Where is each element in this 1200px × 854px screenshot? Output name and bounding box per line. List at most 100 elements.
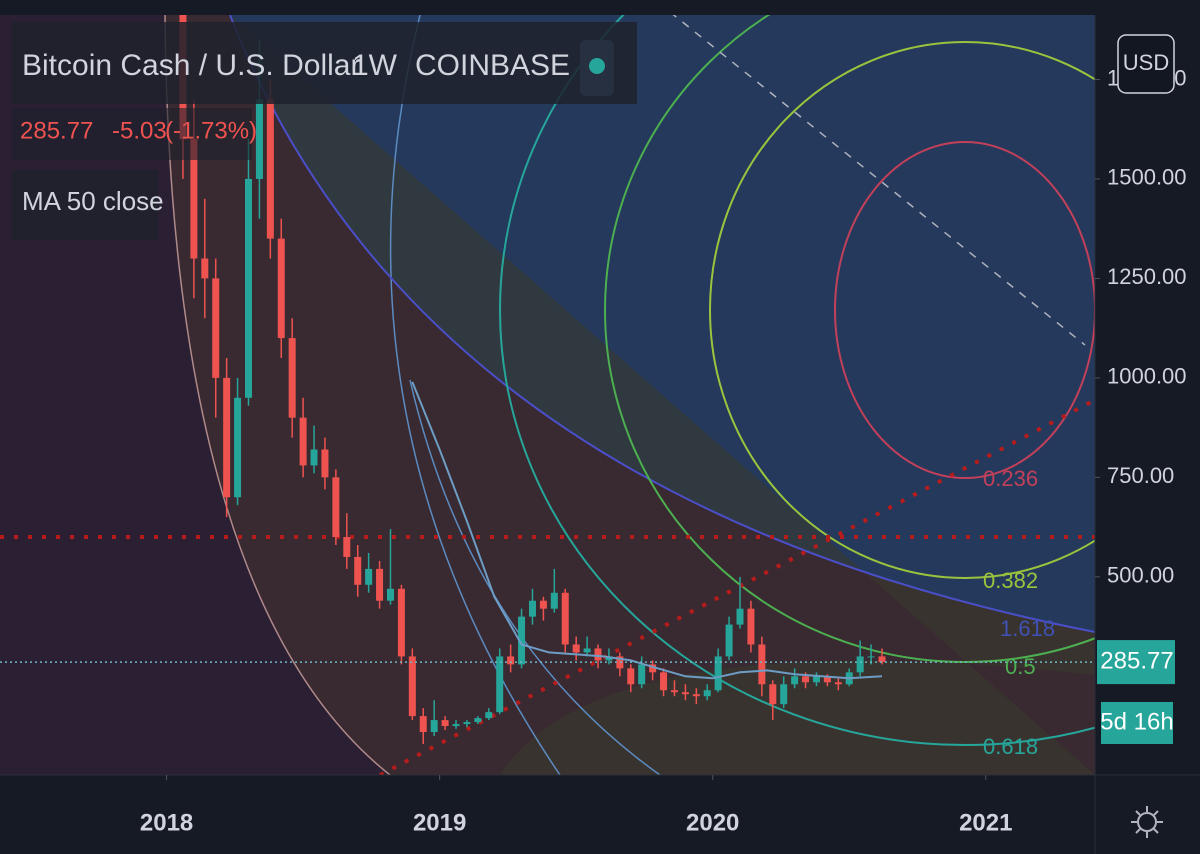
candle-body xyxy=(834,682,842,685)
candle-body xyxy=(288,338,296,418)
candle-body xyxy=(758,644,766,685)
ma-line xyxy=(411,381,883,680)
candle-body xyxy=(485,712,493,719)
candle-body xyxy=(321,449,329,478)
settings-icon[interactable] xyxy=(1131,806,1163,838)
candle-body xyxy=(856,656,864,673)
symbol-title: Bitcoin Cash / U.S. Dollar xyxy=(22,49,360,82)
candle-body xyxy=(660,672,668,691)
price-label: 285.77 xyxy=(1100,647,1173,674)
candle-body xyxy=(212,278,220,378)
candle-body xyxy=(583,648,591,653)
x-tick-label: 2018 xyxy=(140,809,193,836)
candle-body xyxy=(627,668,635,685)
candle-body xyxy=(332,477,340,538)
indicator-label: MA 50 close xyxy=(22,186,164,216)
candle-body xyxy=(452,724,460,727)
x-tick-label: 2019 xyxy=(413,809,466,836)
candle-body xyxy=(343,537,351,557)
candle-body xyxy=(518,616,526,665)
currency[interactable]: USD xyxy=(1123,50,1169,75)
candle-body xyxy=(234,397,242,498)
candle-body xyxy=(692,694,700,697)
settings-gear[interactable] xyxy=(1137,812,1157,832)
candle-body xyxy=(299,417,307,466)
fib-ellipse xyxy=(709,41,1095,579)
candles xyxy=(179,15,886,744)
candle-body xyxy=(714,656,722,691)
candle-body xyxy=(780,684,788,705)
candle-body xyxy=(310,449,318,466)
fib-level-label: 0.618 xyxy=(983,734,1038,759)
price-label-bg xyxy=(1097,640,1175,685)
candle-body xyxy=(736,608,744,625)
fib-ellipse xyxy=(834,141,1095,479)
candle-body xyxy=(725,624,733,657)
settings-teeth[interactable] xyxy=(1131,806,1163,838)
x-tick-label: 2020 xyxy=(686,809,739,836)
candle-body xyxy=(201,258,209,279)
candle-body xyxy=(408,656,416,717)
candle-body xyxy=(354,556,362,585)
candle-body xyxy=(681,692,689,695)
y-tick-label: 1000.00 xyxy=(1107,364,1187,389)
candle-body xyxy=(386,588,394,601)
candle-body xyxy=(190,139,198,259)
fib-arc xyxy=(409,379,661,775)
candle-body xyxy=(670,690,678,693)
fib-ellipse xyxy=(499,15,1095,746)
legend-box xyxy=(12,170,158,240)
candle-body xyxy=(376,568,384,601)
candle-body xyxy=(397,588,405,657)
countdown-bg xyxy=(1101,702,1173,744)
fib-zone xyxy=(230,15,1095,632)
trend-line xyxy=(379,398,1095,775)
candle-body xyxy=(223,377,231,498)
candle-body xyxy=(496,656,504,713)
fib-level-label: 0.5 xyxy=(1005,654,1036,679)
candle-body xyxy=(802,676,810,683)
candle-body xyxy=(539,600,547,609)
candle-body xyxy=(507,656,515,665)
x-tick-label: 2021 xyxy=(959,809,1012,836)
last-price: 285.77 xyxy=(20,117,93,144)
fib-level-label: 1.618 xyxy=(1000,616,1055,641)
candle-body xyxy=(747,608,755,645)
status-dot xyxy=(589,58,605,74)
candle-body xyxy=(365,568,373,585)
candle-body xyxy=(791,676,799,685)
legend-box xyxy=(12,108,252,160)
candle-body xyxy=(823,676,831,683)
y-tick-label: 750.00 xyxy=(1107,463,1174,488)
candle-body xyxy=(277,238,285,339)
candle-body xyxy=(550,592,558,609)
candle-body xyxy=(441,720,449,727)
candle-body xyxy=(255,99,263,179)
candle-body xyxy=(769,684,777,705)
candle-body xyxy=(474,718,482,723)
candle-body xyxy=(419,716,427,733)
fib-level-label: 0.382 xyxy=(983,568,1038,593)
candle-body xyxy=(266,99,274,239)
candle-body xyxy=(463,722,471,725)
axes: 500.00750.001000.001250.001500.001750.00… xyxy=(140,65,1187,836)
y-tick-label: 1250.00 xyxy=(1107,264,1187,289)
countdown: 5d 16h xyxy=(1100,708,1173,735)
candle-body xyxy=(703,690,711,697)
change: -5.03 xyxy=(112,117,167,144)
currency-button[interactable] xyxy=(1117,34,1175,94)
candle-body xyxy=(649,664,657,673)
candle-body xyxy=(430,720,438,733)
change-pct: (-1.73%) xyxy=(165,117,257,144)
candle-body xyxy=(572,644,580,653)
candle-body xyxy=(867,656,875,658)
candle-body xyxy=(878,656,886,663)
candle-body xyxy=(638,664,646,685)
candle-body xyxy=(605,656,613,661)
fib-zone xyxy=(230,15,1095,775)
candle-body xyxy=(244,178,252,398)
y-tick-label: 1500.00 xyxy=(1107,165,1187,190)
candle-body xyxy=(812,676,820,683)
candle-body xyxy=(528,600,536,617)
